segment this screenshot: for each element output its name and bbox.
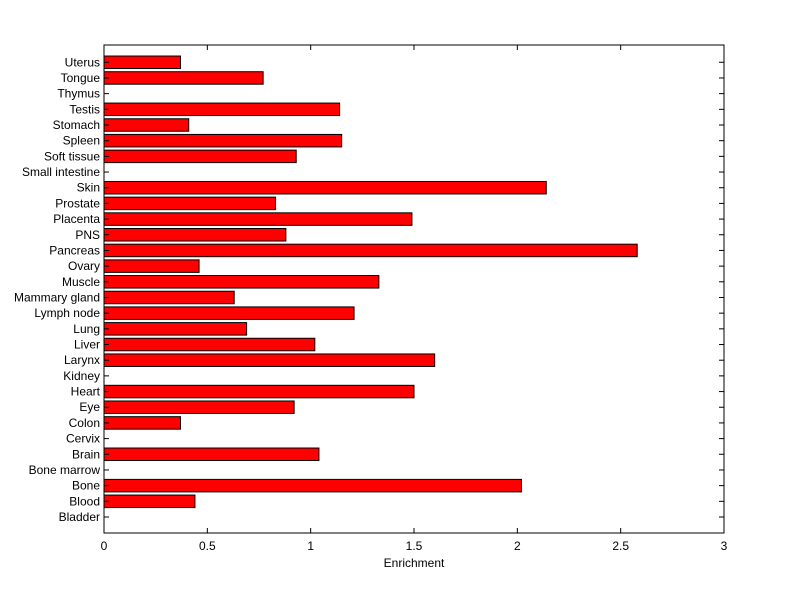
x-axis-label: Enrichment [384,556,445,570]
y-tick-label-prostate: Prostate [55,196,100,210]
x-tick-label: 2 [514,539,521,553]
y-tick-label-pns: PNS [75,228,100,242]
bar-soft-tissue [103,149,297,164]
bar-prostate [103,196,277,211]
bar-skin [103,180,547,195]
y-tick-label-placenta: Placenta [53,212,100,226]
y-tick-label-tongue: Tongue [61,71,101,85]
y-tick-label-bone: Bone [72,479,100,493]
bar-ovary [103,259,200,273]
bar-tongue [103,71,264,85]
x-ticks-group: 0 0.5 1 1.5 2 2.5 3 [101,45,728,553]
bar-mammary-gland [103,290,235,305]
x-tick-label: 0.5 [199,539,216,553]
y-tick-label-kidney: Kidney [63,369,100,383]
bar-pns [103,228,287,242]
bar-brain [103,447,320,462]
y-tick-label-bladder: Bladder [59,510,100,524]
y-tick-label-muscle: Muscle [62,275,100,289]
y-tick-label-testis: Testis [69,102,100,116]
y-tick-label-stomach: Stomach [53,118,100,132]
y-tick-label-larynx: Larynx [64,353,100,367]
bar-colon [103,416,181,430]
y-tick-label-uterus: Uterus [65,55,100,69]
y-tick-label-thymus: Thymus [57,87,100,101]
y-tick-label-lymph-node: Lymph node [34,306,100,320]
bar-muscle [103,275,380,289]
bar-liver [103,337,316,352]
bar-stomach [103,118,190,132]
y-tick-label-colon: Colon [69,416,100,430]
x-tick-label: 3 [721,539,728,553]
bar-larynx [103,353,436,367]
bar-lymph-node [103,306,355,320]
bar-blood [103,494,196,509]
bar-spleen [103,133,343,148]
y-tick-label-soft-tissue: Soft tissue [44,149,100,163]
x-tick-label: 1.5 [406,539,423,553]
y-tick-label-cervix: Cervix [66,432,100,446]
y-tick-label-brain: Brain [72,447,100,461]
bar-testis [103,102,341,117]
y-tick-label-lung: Lung [73,322,100,336]
y-tick-label-liver: Liver [74,338,100,352]
y-tick-label-spleen: Spleen [63,134,100,148]
y-tick-label-eye: Eye [79,400,100,414]
x-tick-label: 1 [307,539,314,553]
bar-eye [103,400,295,414]
y-tick-label-small-intestine: Small intestine [22,165,100,179]
y-tick-label-pancreas: Pancreas [49,243,100,257]
bar-placenta [103,212,413,226]
bar-uterus [103,55,181,70]
y-tick-label-blood: Blood [69,494,100,508]
y-tick-label-heart: Heart [71,385,101,399]
y-tick-label-ovary: Ovary [68,259,100,273]
y-tick-label-skin: Skin [77,181,100,195]
x-tick-label: 0 [101,539,108,553]
bar-bone [103,478,522,493]
bar-heart [103,384,415,399]
x-tick-label: 2.5 [612,539,629,553]
y-tick-label-bone-marrow: Bone marrow [29,463,101,477]
bar-lung [103,322,248,336]
bar-pancreas [103,243,638,258]
plot-frame [103,44,725,534]
y-tick-label-mammary-gland: Mammary gland [14,290,100,304]
